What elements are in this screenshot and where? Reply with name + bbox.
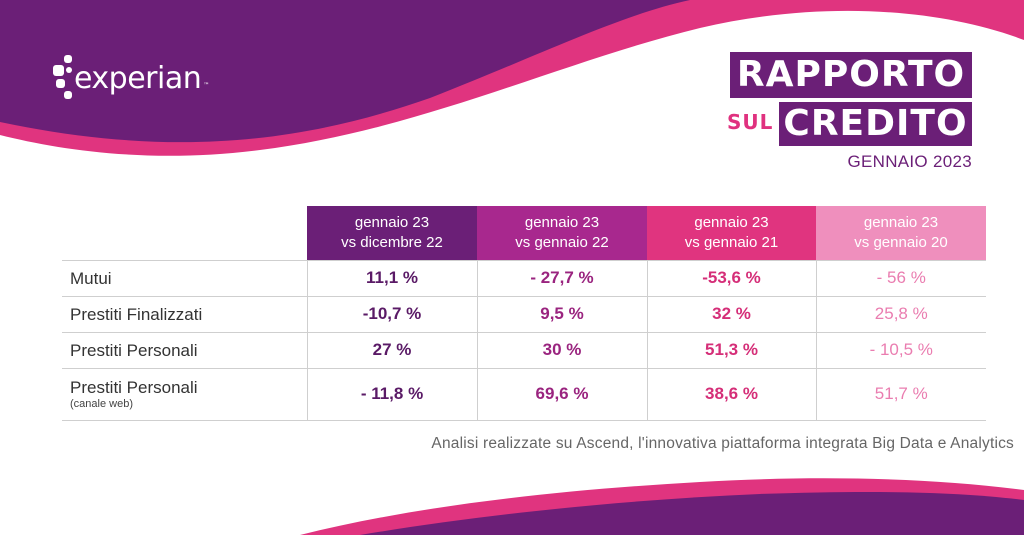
table-cell: 38,6 % <box>646 367 816 421</box>
logo-trademark: ™ <box>203 81 210 89</box>
table-cell: 32 % <box>646 295 816 332</box>
table-cell: -53,6 % <box>646 259 816 296</box>
table-header-row: gennaio 23 vs dicembre 22 gennaio 23 vs ge… <box>62 206 986 260</box>
column-header: gennaio 23 vs gennaio 21 <box>647 206 816 260</box>
table-cell: 11,1 % <box>306 259 477 296</box>
table-cell: 51,3 % <box>646 331 816 368</box>
row-label: Prestiti Personali (canale web) <box>62 367 307 421</box>
table-cell: - 27,7 % <box>476 259 647 296</box>
logo-text: experian <box>74 60 202 96</box>
header-empty <box>62 206 307 260</box>
title-line1: RAPPORTO <box>730 52 972 98</box>
column-header: gennaio 23 vs gennaio 20 <box>816 206 986 260</box>
table-cell: 27 % <box>306 331 477 368</box>
experian-logo: experian ™ <box>50 50 209 106</box>
title-line2: CREDITO <box>779 102 972 146</box>
table-cell: 30 % <box>476 331 647 368</box>
table-cell: - 11,8 % <box>306 367 477 421</box>
experian-dots-icon <box>50 53 72 103</box>
row-label: Mutui <box>62 259 307 296</box>
table-row: Mutui 11,1 % - 27,7 % -53,6 % - 56 % <box>62 259 986 296</box>
table-cell: -10,7 % <box>306 295 477 332</box>
table-row: Prestiti Personali (canale web) - 11,8 % … <box>62 367 986 421</box>
title-sul: SUL <box>727 110 774 134</box>
table-cell: - 56 % <box>815 259 986 296</box>
report-title: RAPPORTO SUL CREDITO GENNAIO 2023 <box>727 52 972 176</box>
footnote: Analisi realizzate su Ascend, l'innovati… <box>431 435 1014 452</box>
column-header: gennaio 23 vs gennaio 22 <box>477 206 647 260</box>
bottom-purple-wave <box>360 492 1024 535</box>
column-header: gennaio 23 vs dicembre 22 <box>307 206 477 260</box>
table-cell: 69,6 % <box>476 367 647 421</box>
table-cell: 25,8 % <box>815 295 986 332</box>
title-date: GENNAIO 2023 <box>847 152 972 171</box>
table-cell: - 10,5 % <box>815 331 986 368</box>
table-row: Prestiti Finalizzati -10,7 % 9,5 % 32 % … <box>62 295 986 332</box>
row-sublabel: (canale web) <box>70 397 133 410</box>
table-row: Prestiti Personali 27 % 30 % 51,3 % - 10… <box>62 331 986 368</box>
top-purple-wave <box>0 0 690 143</box>
row-label: Prestiti Finalizzati <box>62 295 307 332</box>
row-label: Prestiti Personali <box>62 331 307 368</box>
table-cell: 51,7 % <box>815 367 986 421</box>
credit-table: gennaio 23 vs dicembre 22 gennaio 23 vs ge… <box>62 206 986 421</box>
table-cell: 9,5 % <box>476 295 647 332</box>
